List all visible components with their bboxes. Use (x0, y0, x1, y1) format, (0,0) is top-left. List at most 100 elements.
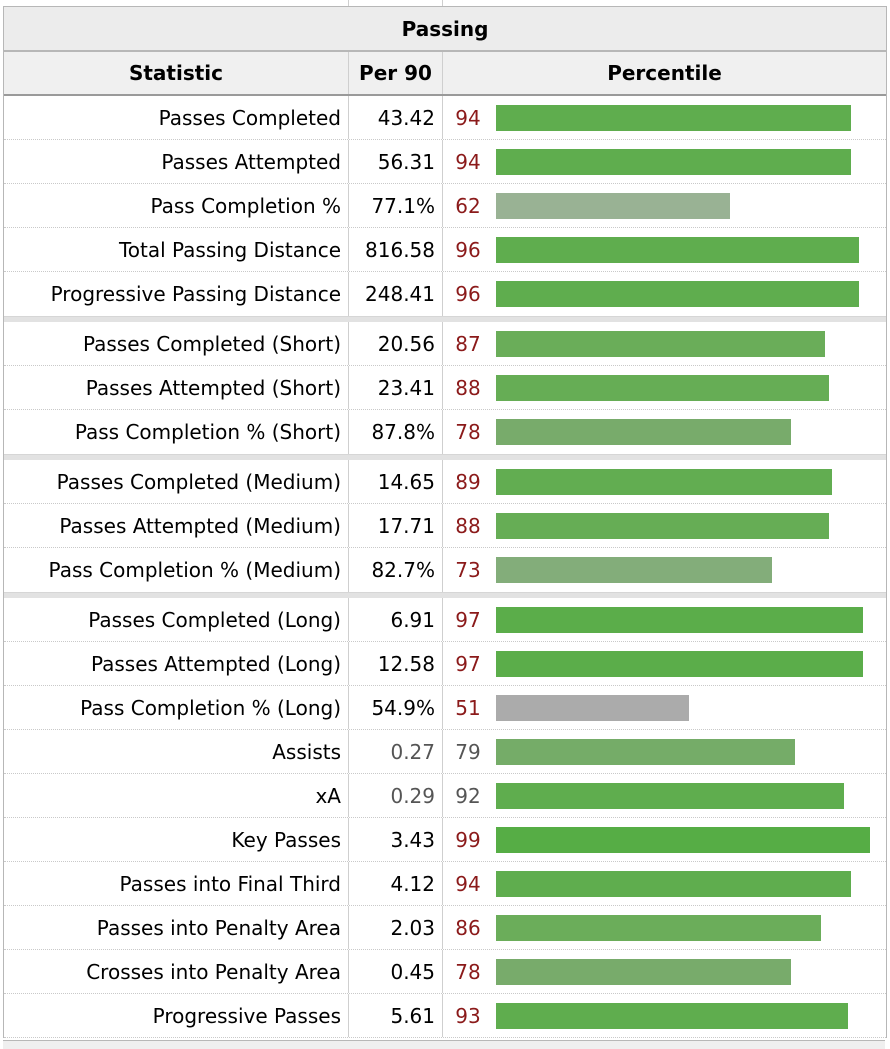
percentile-value: 99 (455, 827, 481, 852)
percentile-value: 97 (455, 607, 481, 632)
statistic-label: xA (4, 774, 349, 817)
table-row: Passes Completed 43.42 94 (4, 96, 886, 140)
table-row: Progressive Passing Distance 248.41 96 (4, 272, 886, 316)
column-header-percentile[interactable]: Percentile (607, 61, 722, 85)
table-footer (3, 1040, 885, 1049)
percentile-bar (496, 375, 829, 401)
percentile-bar (496, 651, 863, 677)
column-header-per90[interactable]: Per 90 (349, 52, 443, 94)
per90-value: 56.31 (349, 140, 443, 183)
per90-value: 82.7% (349, 548, 443, 592)
percentile-bar-track (496, 281, 874, 307)
statistic-label: Passes Completed (4, 96, 349, 139)
percentile-value: 78 (455, 959, 481, 984)
percentile-value: 89 (455, 469, 481, 494)
divider (348, 0, 349, 6)
table-row: Assists 0.27 79 (4, 730, 886, 774)
percentile-value: 96 (455, 237, 481, 262)
per90-value: 3.43 (349, 818, 443, 861)
table-body: Passes Completed 43.42 94 Passes Attempted 5… (4, 96, 886, 1038)
percentile-cell: 89 (443, 460, 886, 503)
table-row: Passes Attempted (Medium) 17.71 88 (4, 504, 886, 548)
percentile-cell: 94 (443, 96, 886, 139)
percentile-bar-track (496, 915, 874, 941)
per90-value: 0.27 (349, 730, 443, 773)
statistic-label: Progressive Passing Distance (4, 272, 349, 316)
percentile-bar-track (496, 557, 874, 583)
percentile-bar (496, 915, 821, 941)
statistic-label: Pass Completion % (Medium) (4, 548, 349, 592)
statistic-label: Pass Completion % (Long) (4, 686, 349, 729)
statistic-label: Passes Completed (Medium) (4, 460, 349, 503)
percentile-cell: 94 (443, 140, 886, 183)
percentile-cell: 87 (443, 322, 886, 365)
percentile-bar-track (496, 513, 874, 539)
percentile-bar-track (496, 105, 874, 131)
per90-value: 5.61 (349, 994, 443, 1037)
percentile-bar-track (496, 651, 874, 677)
percentile-bar-track (496, 193, 874, 219)
per90-value: 12.58 (349, 642, 443, 685)
per90-value: 2.03 (349, 906, 443, 949)
percentile-bar-track (496, 375, 874, 401)
percentile-bar (496, 281, 859, 307)
percentile-cell: 92 (443, 774, 886, 817)
percentile-value: 78 (455, 420, 481, 444)
percentile-cell: 62 (443, 184, 886, 227)
percentile-cell: 97 (443, 642, 886, 685)
per90-value: 87.8% (349, 410, 443, 454)
percentile-bar-track (496, 871, 874, 897)
percentile-cell: 96 (443, 228, 886, 271)
column-header-statistic[interactable]: Statistic (4, 52, 349, 94)
group-separator (4, 592, 886, 598)
table-row: Passes into Final Third 4.12 94 (4, 862, 886, 906)
table-row: Total Passing Distance 816.58 96 (4, 228, 886, 272)
percentile-cell: 97 (443, 598, 886, 641)
percentile-bar (496, 149, 851, 175)
percentile-bar (496, 695, 689, 721)
percentile-value: 88 (455, 513, 481, 538)
per90-value: 14.65 (349, 460, 443, 503)
percentile-bar (496, 1003, 848, 1029)
per90-value: 23.41 (349, 366, 443, 409)
percentile-cell: 94 (443, 862, 886, 905)
table-row: Passes Attempted (Long) 12.58 97 (4, 642, 886, 686)
statistic-label: Passes Completed (Short) (4, 322, 349, 365)
table-row: Passes Completed (Long) 6.91 97 (4, 598, 886, 642)
per90-value: 17.71 (349, 504, 443, 547)
statistic-label: Progressive Passes (4, 994, 349, 1037)
table-row: Progressive Passes 5.61 93 (4, 994, 886, 1038)
table-header-row: Statistic Per 90 Percentile (4, 52, 886, 96)
percentile-bar (496, 193, 730, 219)
percentile-bar-track (496, 237, 874, 263)
group-separator (4, 454, 886, 460)
percentile-bar-track (496, 695, 874, 721)
percentile-value: 87 (455, 331, 481, 356)
divider (442, 0, 443, 6)
percentile-value: 93 (455, 1003, 481, 1028)
percentile-bar-track (496, 827, 874, 853)
percentile-cell: 79 (443, 730, 886, 773)
percentile-value: 86 (455, 915, 481, 940)
percentile-bar (496, 871, 851, 897)
percentile-value: 94 (455, 871, 481, 896)
percentile-value: 92 (455, 783, 481, 808)
percentile-cell: 86 (443, 906, 886, 949)
table-row: xA 0.29 92 (4, 774, 886, 818)
percentile-cell: 78 (443, 950, 886, 993)
percentile-bar (496, 469, 832, 495)
per90-value: 0.45 (349, 950, 443, 993)
percentile-value: 73 (455, 558, 481, 582)
percentile-value: 94 (455, 105, 481, 130)
percentile-cell: 96 (443, 272, 886, 316)
percentile-bar-track (496, 739, 874, 765)
percentile-cell: 88 (443, 366, 886, 409)
percentile-bar-track (496, 149, 874, 175)
percentile-cell: 78 (443, 410, 886, 454)
statistic-label: Passes Attempted (Long) (4, 642, 349, 685)
percentile-bar-track (496, 783, 874, 809)
percentile-value: 96 (455, 282, 481, 306)
percentile-value: 62 (455, 193, 481, 218)
per90-value: 43.42 (349, 96, 443, 139)
statistic-label: Pass Completion % (4, 184, 349, 227)
